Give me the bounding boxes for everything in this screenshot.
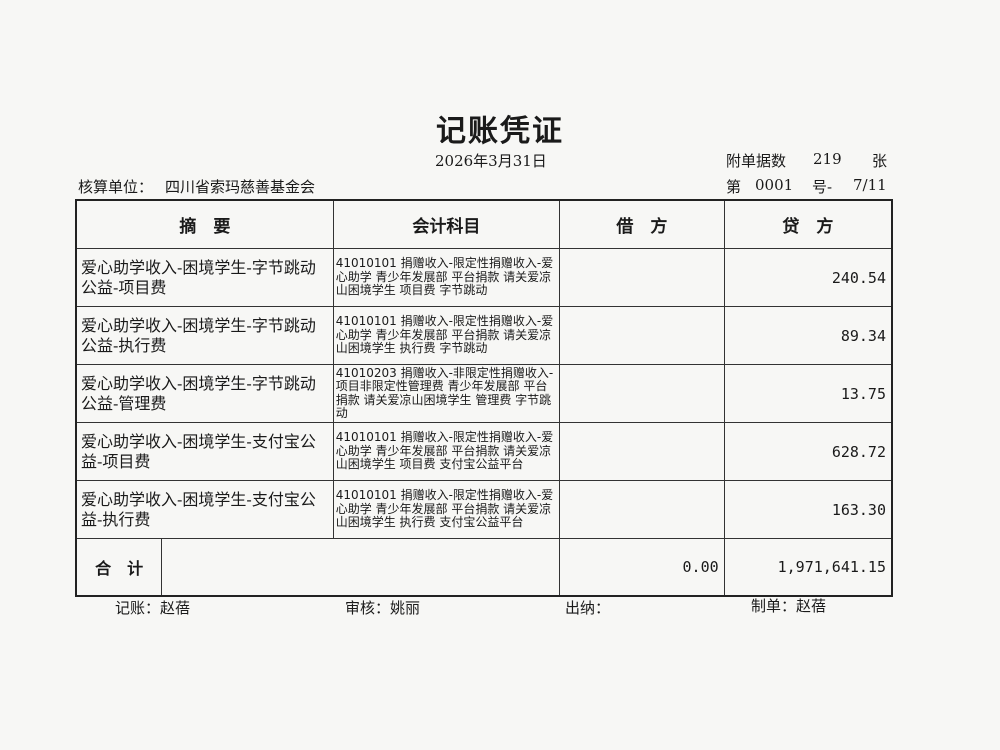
row-debit <box>559 480 725 539</box>
row-account: 41010101 捐赠收入-限定性捐赠收入-爱心助学 青少年发展部 平台捐款 请… <box>332 306 561 365</box>
header-debit: 借 方 <box>559 199 725 249</box>
row-account: 41010203 捐赠收入-非限定性捐赠收入-项目非限定性管理费 青少年发展部 … <box>332 364 561 423</box>
attachments-count: 219 <box>813 150 842 168</box>
total-row: 合 计 0.00 1,971,641.15 <box>75 538 893 597</box>
row-credit: 163.30 <box>723 480 893 539</box>
unit-label: 核算单位： <box>78 178 154 196</box>
voucher-table: 摘 要 会计科目 借 方 贷 方 爱心助学收入-困境学生-字节跳动公益-项目费 4… <box>75 199 893 597</box>
bookkeeper: 记账：赵蓓 <box>115 599 191 617</box>
table-row: 爱心助学收入-困境学生-字节跳动公益-管理费 41010203 捐赠收入-非限定性… <box>75 364 893 423</box>
total-credit: 1,971,641.15 <box>723 538 893 597</box>
row-summary: 爱心助学收入-困境学生-字节跳动公益-项目费 <box>75 248 334 307</box>
total-label: 合 计 <box>75 538 163 597</box>
row-debit <box>559 248 725 307</box>
total-blank <box>161 538 561 597</box>
attachments-label: 附单据数 <box>726 152 787 170</box>
cashier: 出纳： <box>565 599 611 617</box>
header-summary: 摘 要 <box>75 199 334 249</box>
voucher-page: 7/11 <box>853 176 887 194</box>
total-debit: 0.00 <box>559 538 725 597</box>
row-credit: 89.34 <box>723 306 893 365</box>
row-summary: 爱心助学收入-困境学生-支付宝公益-执行费 <box>75 480 334 539</box>
voucher-suffix: 号- <box>812 178 833 196</box>
voucher-prefix: 第 <box>726 178 742 196</box>
row-summary: 爱心助学收入-困境学生-支付宝公益-项目费 <box>75 422 334 481</box>
row-debit <box>559 364 725 423</box>
reviewer: 审核：姚丽 <box>345 599 421 617</box>
table-row: 爱心助学收入-困境学生-字节跳动公益-执行费 41010101 捐赠收入-限定性捐… <box>75 306 893 365</box>
voucher-date: 2026年3月31日 <box>435 152 547 170</box>
unit-name: 四川省索玛慈善基金会 <box>165 178 316 196</box>
row-summary: 爱心助学收入-困境学生-字节跳动公益-管理费 <box>75 364 334 423</box>
table-row: 爱心助学收入-困境学生-字节跳动公益-项目费 41010101 捐赠收入-限定性捐… <box>75 248 893 307</box>
attachments-unit: 张 <box>872 152 888 170</box>
row-summary: 爱心助学收入-困境学生-字节跳动公益-执行费 <box>75 306 334 365</box>
row-account: 41010101 捐赠收入-限定性捐赠收入-爱心助学 青少年发展部 平台捐款 请… <box>332 422 561 481</box>
voucher-number: 0001 <box>755 176 794 194</box>
preparer: 制单：赵蓓 <box>751 597 827 615</box>
header-account: 会计科目 <box>332 199 561 249</box>
row-credit: 240.54 <box>723 248 893 307</box>
row-account: 41010101 捐赠收入-限定性捐赠收入-爱心助学 青少年发展部 平台捐款 请… <box>332 248 561 307</box>
table-header: 摘 要 会计科目 借 方 贷 方 <box>75 199 893 249</box>
row-credit: 628.72 <box>723 422 893 481</box>
table-row: 爱心助学收入-困境学生-支付宝公益-项目费 41010101 捐赠收入-限定性捐赠… <box>75 422 893 481</box>
row-debit <box>559 306 725 365</box>
header-credit: 贷 方 <box>723 199 893 249</box>
row-debit <box>559 422 725 481</box>
voucher-title: 记账凭证 <box>436 114 564 149</box>
row-account: 41010101 捐赠收入-限定性捐赠收入-爱心助学 青少年发展部 平台捐款 请… <box>332 480 561 539</box>
table-row: 爱心助学收入-困境学生-支付宝公益-执行费 41010101 捐赠收入-限定性捐赠… <box>75 480 893 539</box>
row-credit: 13.75 <box>723 364 893 423</box>
